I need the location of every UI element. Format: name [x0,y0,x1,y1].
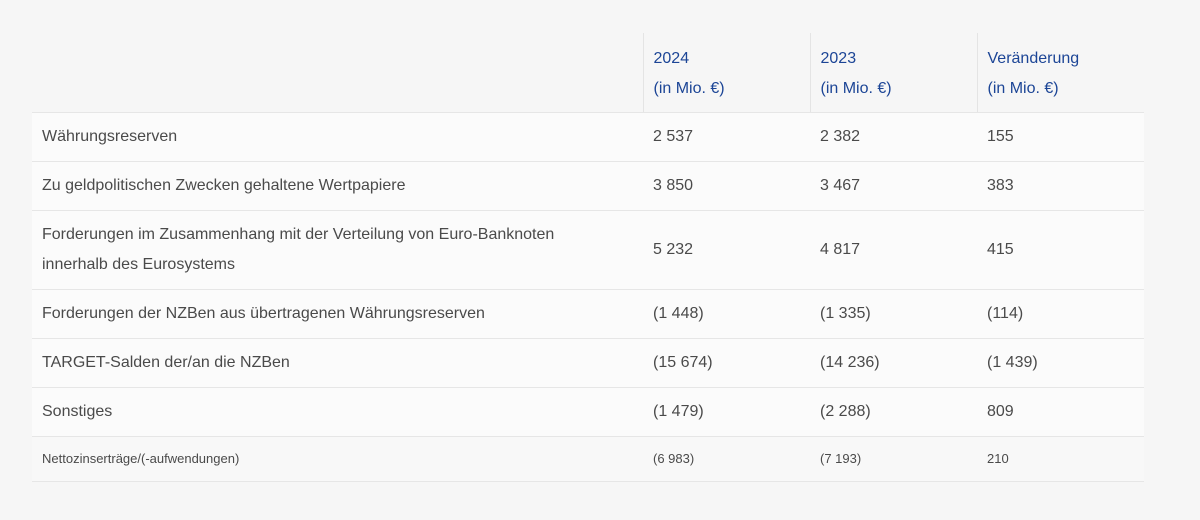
row-label: Nettozinserträge/(-aufwendungen) [32,436,643,482]
cell-2023: 3 467 [810,161,977,211]
header-2024: 2024 (in Mio. €) [642,33,810,113]
cell-change: 383 [977,161,1144,211]
header-label-column [32,33,643,113]
table-row: Zu geldpolitischen Zwecken gehaltene Wer… [32,161,1144,211]
cell-2023: (2 288) [810,387,977,437]
cell-2024: (1 479) [643,387,810,437]
cell-2024: (15 674) [643,338,810,388]
header-row: 2024 (in Mio. €) 2023 (in Mio. €) Veränd… [32,33,1144,113]
cell-2023: (14 236) [810,338,977,388]
cell-2024: (6 983) [643,436,810,482]
row-label: Forderungen der NZBen aus übertragenen W… [32,289,643,339]
header-2024-year: 2024 [653,50,690,67]
net-interest-table-container: 2024 (in Mio. €) 2023 (in Mio. €) Veränd… [32,33,1144,482]
header-change: Veränderung (in Mio. €) [976,33,1144,113]
header-change-unit: (in Mio. €) [987,80,1059,97]
cell-2024: 3 850 [643,161,810,211]
header-2023-unit: (in Mio. €) [820,80,892,97]
table-row: Forderungen der NZBen aus übertragenen W… [32,289,1144,339]
header-change-title: Veränderung [987,50,1080,67]
cell-change: 415 [977,210,1144,290]
cell-2023: (7 193) [810,436,977,482]
cell-change: (114) [977,289,1144,339]
row-label: Sonstiges [32,387,643,437]
cell-change: 155 [977,112,1144,162]
table-row: Währungsreserven 2 537 2 382 155 [32,112,1144,162]
row-label: TARGET-Salden der/an die NZBen [32,338,643,388]
net-interest-table: 2024 (in Mio. €) 2023 (in Mio. €) Veränd… [32,33,1144,482]
row-label: Forderungen im Zusammenhang mit der Vert… [32,210,643,290]
table-row: TARGET-Salden der/an die NZBen (15 674) … [32,338,1144,388]
cell-2024: 5 232 [643,210,810,290]
cell-2023: 4 817 [810,210,977,290]
cell-2023: (1 335) [810,289,977,339]
row-label: Zu geldpolitischen Zwecken gehaltene Wer… [32,161,643,211]
cell-change: (1 439) [977,338,1144,388]
table-body: Währungsreserven 2 537 2 382 155 Zu geld… [32,112,1144,482]
row-label: Währungsreserven [32,112,643,162]
cell-2024: 2 537 [643,112,810,162]
table-row: Forderungen im Zusammenhang mit der Vert… [32,210,1144,290]
cell-2023: 2 382 [810,112,977,162]
table-header: 2024 (in Mio. €) 2023 (in Mio. €) Veränd… [32,33,1144,113]
total-row: Nettozinserträge/(-aufwendungen) (6 983)… [32,436,1144,482]
cell-change: 809 [977,387,1144,437]
cell-change: 210 [977,436,1144,482]
table-row: Sonstiges (1 479) (2 288) 809 [32,387,1144,437]
header-2024-unit: (in Mio. €) [653,80,725,97]
cell-2024: (1 448) [643,289,810,339]
header-2023: 2023 (in Mio. €) [809,33,977,113]
header-2023-year: 2023 [820,50,857,67]
